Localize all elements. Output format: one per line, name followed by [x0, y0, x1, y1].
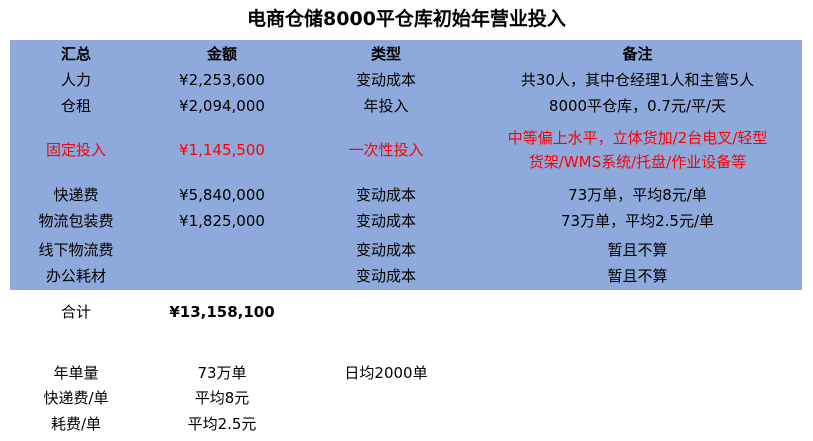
cell-note[interactable]: 暂且不算: [607, 267, 668, 285]
table-row: 物流包装费 ¥1,825,000 变动成本 73万单，平均2.5元/单: [0, 208, 813, 234]
table-header: 汇总 金额 类型 备注: [0, 41, 813, 67]
note-line-1: 中等偏上水平，立体货加/2台电叉/轻型: [507, 129, 768, 147]
total-amount[interactable]: ¥13,158,100: [169, 303, 275, 321]
cell-note[interactable]: 8000平仓库，0.7元/平/天: [548, 97, 727, 115]
stats-row: 耗费/单 平均2.5元: [0, 411, 813, 437]
cell-type[interactable]: 年投入: [363, 97, 409, 115]
cell-item[interactable]: 快递费: [53, 186, 99, 204]
header-amount: 金额: [206, 45, 237, 63]
cell-type[interactable]: 变动成本: [355, 212, 416, 230]
cell-item[interactable]: 人力: [60, 71, 91, 89]
cell-amount[interactable]: ¥1,145,500: [179, 141, 265, 159]
cell-type[interactable]: 变动成本: [355, 71, 416, 89]
cell-note[interactable]: 暂且不算: [607, 241, 668, 259]
stats-row: 快递费/单 平均8元: [0, 385, 813, 411]
header-summary: 汇总: [60, 45, 91, 63]
stats-row: 年单量 73万单 日均2000单: [0, 360, 813, 386]
cell-type[interactable]: 一次性投入: [348, 141, 424, 159]
cell-note[interactable]: 中等偏上水平，立体货加/2台电叉/轻型 货架/WMS系统/托盘/作业设备等: [465, 126, 810, 174]
table-row: 快递费 ¥5,840,000 变动成本 73万单，平均8元/单: [0, 182, 813, 208]
cell-item[interactable]: 物流包装费: [38, 212, 114, 230]
cell-type[interactable]: 变动成本: [355, 241, 416, 259]
cell-amount[interactable]: ¥2,094,000: [179, 97, 265, 115]
summary-table-background: [10, 40, 802, 290]
cell-item[interactable]: 固定投入: [45, 141, 106, 159]
stat-value[interactable]: 平均8元: [194, 389, 250, 407]
table-row: 办公耗材 变动成本 暂且不算: [0, 263, 813, 289]
stat-value[interactable]: 平均2.5元: [187, 415, 257, 433]
stat-value[interactable]: 73万单: [197, 364, 247, 382]
cell-amount[interactable]: ¥1,825,000: [179, 212, 265, 230]
cell-item[interactable]: 线下物流费: [38, 241, 114, 259]
cell-note[interactable]: 73万单，平均8元/单: [568, 186, 707, 204]
table-row: 人力 ¥2,253,600 变动成本 共30人，其中仓经理1人和主管5人: [0, 67, 813, 93]
table-row: 固定投入 ¥1,145,500 一次性投入 中等偏上水平，立体货加/2台电叉/轻…: [0, 125, 813, 175]
cell-note[interactable]: 73万单，平均2.5元/单: [561, 212, 714, 230]
stat-label[interactable]: 快递费/单: [43, 389, 109, 407]
table-row: 线下物流费 变动成本 暂且不算: [0, 237, 813, 263]
total-label[interactable]: 合计: [60, 303, 91, 321]
sheet-title: 电商仓储8000平仓库初始年营业投入: [247, 8, 566, 30]
header-note: 备注: [622, 45, 653, 63]
cell-item[interactable]: 办公耗材: [45, 267, 106, 285]
note-line-2: 货架/WMS系统/托盘/作业设备等: [528, 153, 747, 171]
cell-amount[interactable]: ¥5,840,000: [179, 186, 265, 204]
table-row: 仓租 ¥2,094,000 年投入 8000平仓库，0.7元/平/天: [0, 93, 813, 119]
stat-label[interactable]: 耗费/单: [50, 415, 102, 433]
stat-label[interactable]: 年单量: [53, 364, 99, 382]
cell-type[interactable]: 变动成本: [355, 186, 416, 204]
cell-item[interactable]: 仓租: [60, 97, 91, 115]
stat-extra[interactable]: 日均2000单: [344, 364, 428, 382]
cell-type[interactable]: 变动成本: [355, 267, 416, 285]
total-row: 合计 ¥13,158,100: [0, 299, 813, 325]
cell-note[interactable]: 共30人，其中仓经理1人和主管5人: [520, 71, 755, 89]
cell-amount[interactable]: ¥2,253,600: [179, 71, 265, 89]
header-type: 类型: [370, 45, 401, 63]
